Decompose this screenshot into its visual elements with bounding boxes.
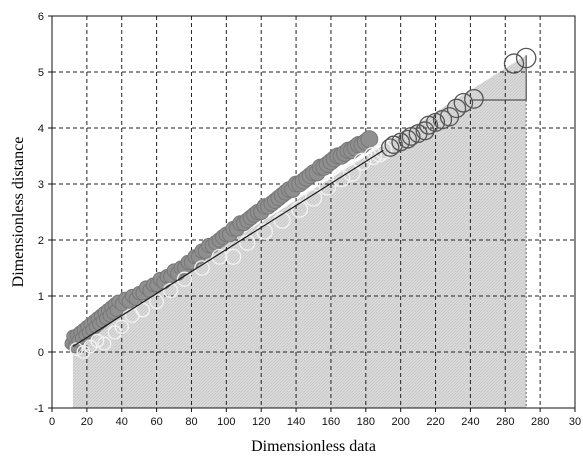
x-tick-label: 280 [531, 416, 549, 428]
data-point [353, 152, 372, 171]
data-point [342, 163, 361, 182]
y-tick-label: 4 [38, 123, 44, 135]
x-tick-label: 280 [496, 416, 514, 428]
data-point [69, 342, 84, 357]
plot-frame [51, 15, 576, 409]
data-point [135, 302, 150, 318]
y-tick-label: 0 [38, 347, 44, 359]
data-point [332, 169, 351, 188]
x-tick-label: 60 [150, 416, 162, 428]
y-axis-ticks: -1 0 1 2 3 4 5 6 [34, 11, 52, 415]
data-point [162, 282, 179, 298]
x-tick-label: 30 [569, 416, 581, 428]
x-axis-label: Dimensionless data [251, 438, 376, 455]
data-point [176, 271, 193, 287]
data-point [453, 93, 474, 113]
data-point [370, 144, 389, 163]
data-point [318, 178, 337, 196]
data-point [380, 138, 400, 157]
data-point [464, 89, 484, 109]
x-tick-label: 220 [426, 416, 444, 428]
y-axis-label: Dimensionless distance [10, 137, 27, 288]
data-point [83, 339, 98, 354]
y-tick-label: 1 [38, 291, 44, 303]
x-tick-label: 0 [49, 416, 55, 428]
data-point [398, 129, 418, 149]
fit-line [72, 149, 384, 347]
x-tick-label: 140 [287, 416, 305, 428]
y-tick-label: 2 [38, 235, 44, 247]
data-point [360, 130, 379, 149]
x-tick-label: 100 [217, 416, 235, 428]
data-point [76, 345, 91, 359]
data-point [273, 211, 291, 229]
x-tick-label: 240 [461, 416, 479, 428]
x-axis-ticks: 0 20 40 60 80 100 120 140 160 180 200 220 240 280 280 3… [49, 408, 581, 428]
x-tick-label: 20 [81, 416, 93, 428]
data-point [90, 333, 105, 348]
x-tick-label: 80 [185, 416, 197, 428]
x-tick-label: 120 [252, 416, 270, 428]
data-point [503, 53, 525, 74]
data-point [211, 248, 228, 265]
y-tick-label: -1 [34, 403, 44, 415]
shaded-region [72, 55, 527, 408]
data-point [291, 200, 309, 218]
y-tick-label: 3 [38, 179, 44, 191]
data-point [97, 336, 112, 351]
data-point [256, 223, 273, 240]
shaded-area [72, 55, 527, 408]
y-tick-label: 6 [38, 11, 44, 23]
data-point [446, 98, 467, 119]
x-tick-label: 160 [322, 416, 340, 428]
data-point [149, 294, 165, 310]
y-tick-label: 5 [38, 67, 44, 79]
fit-line-group [72, 149, 384, 347]
data-point [239, 234, 256, 251]
x-tick-label: 40 [116, 416, 128, 428]
data-point [304, 189, 323, 207]
data-point [194, 260, 210, 276]
x-tick-label: 180 [357, 416, 375, 428]
data-point [114, 319, 129, 334]
data-point [225, 248, 242, 265]
data-points [64, 47, 537, 359]
data-point [515, 47, 537, 69]
x-tick-label: 200 [391, 416, 409, 428]
